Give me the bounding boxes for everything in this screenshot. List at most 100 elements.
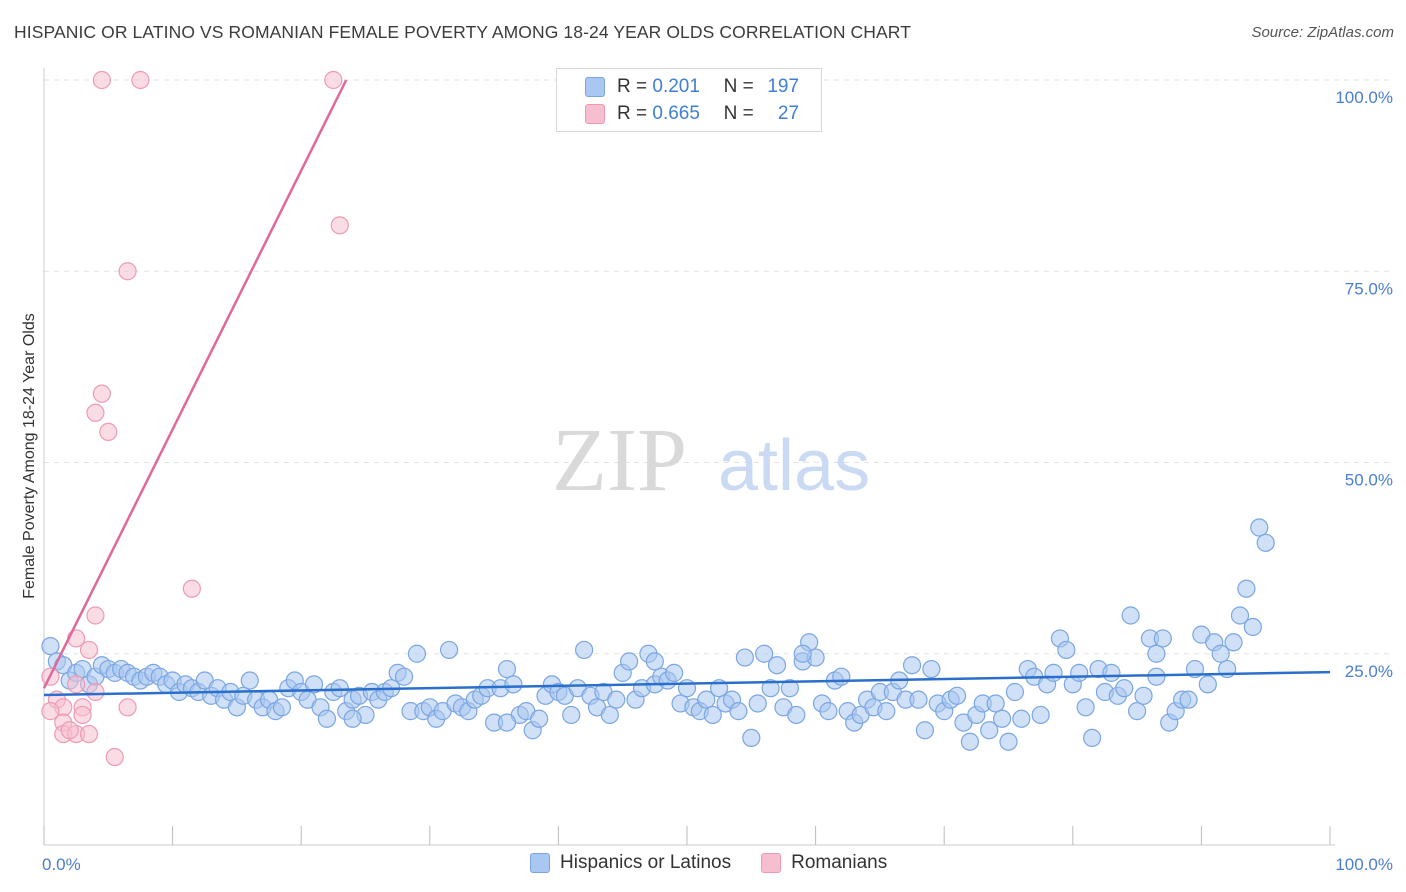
hispanics-point: [999, 732, 1018, 751]
hispanics-point: [922, 659, 941, 679]
axes: [43, 68, 1335, 846]
romanians-point: [92, 70, 111, 90]
source-label: Source: ZipAtlas.com: [1251, 24, 1394, 41]
hispanics-point: [1147, 644, 1166, 663]
legend-r-label: R =: [617, 76, 648, 97]
hispanics-point: [562, 705, 581, 725]
hispanics-point: [697, 690, 716, 709]
hispanics-point: [665, 663, 684, 682]
y-tick-label: 100.0%: [1335, 88, 1393, 107]
hispanics-point: [504, 675, 523, 694]
bottom-legend-swatch-pink: [761, 853, 782, 873]
legend-swatch-blue: [585, 77, 605, 97]
romanians-point: [330, 216, 349, 235]
bottom-legend-swatch-blue: [530, 853, 550, 873]
bottom-legend-label-hispanics: Hispanics or Latinos: [560, 852, 732, 873]
romanians-point: [73, 705, 92, 725]
hispanics-point: [394, 667, 414, 686]
hispanics-point: [793, 644, 812, 663]
hispanics-point: [1076, 698, 1095, 717]
legend-n-label: N =: [723, 103, 754, 124]
hispanics-point: [330, 679, 349, 698]
legend-r-value: 0.665: [652, 103, 700, 124]
hispanics-point: [343, 709, 362, 728]
hispanics-point: [677, 679, 697, 698]
hispanics-point: [1243, 617, 1262, 637]
hispanics-point: [986, 694, 1005, 713]
romanians-point: [118, 262, 137, 281]
hispanics-point: [947, 686, 967, 705]
hispanics-point: [317, 709, 337, 728]
hispanics-point: [1250, 518, 1269, 537]
trend-lines: [42, 79, 1331, 697]
bottom-legend-hispanics: Hispanics or Latinos: [530, 852, 731, 874]
series-romanians-points: [41, 70, 349, 767]
romanians-point: [86, 403, 105, 422]
x-tick-max-label: 100.0%: [1335, 855, 1393, 874]
romanians-point: [182, 579, 201, 598]
hispanics-point: [755, 644, 774, 663]
romanians-point: [105, 747, 124, 767]
hispanics-point: [1102, 663, 1121, 682]
hispanics-point: [735, 648, 754, 667]
romanians-point: [67, 675, 86, 694]
hispanics-point: [1057, 640, 1076, 660]
hispanics-point: [767, 656, 787, 675]
hispanics-point: [1237, 579, 1256, 598]
hispanics-point: [1115, 679, 1134, 698]
hispanics-point: [1121, 606, 1140, 625]
romanians-point: [324, 70, 343, 90]
hispanics-point: [832, 667, 851, 686]
hispanics-point: [497, 713, 517, 732]
romanians-point: [79, 640, 99, 660]
watermark: ZIP atlas: [552, 411, 870, 510]
legend-row-hispanics: R = 0.201 N = 197: [585, 74, 799, 100]
hispanics-point: [1147, 667, 1166, 686]
hispanics-point: [1031, 705, 1050, 725]
hispanics-point: [1134, 686, 1153, 705]
hispanics-point: [41, 636, 60, 656]
hispanics-point: [1127, 702, 1147, 721]
watermark-zip: ZIP: [552, 411, 687, 510]
hispanics-point: [575, 640, 594, 660]
x-tick-min-label: 0.0%: [42, 855, 81, 874]
hispanics-point: [1153, 629, 1172, 648]
hispanics-point: [909, 690, 928, 709]
watermark-atlas: atlas: [718, 426, 870, 506]
romanians-trend-line: [42, 79, 348, 689]
hispanics-point: [439, 640, 459, 660]
grid-lines: [44, 79, 1392, 655]
hispanics-point: [1230, 606, 1250, 625]
hispanics-point: [729, 702, 748, 721]
legend-box: R = 0.201 N = 197 R = 0.665 N = 27: [556, 68, 822, 132]
hispanics-point: [1179, 690, 1198, 709]
hispanics-point: [1198, 675, 1217, 694]
x-axis-ticks: [43, 826, 1331, 845]
legend-r-value: 0.201: [652, 76, 700, 97]
bottom-legend-label-romanians: Romanians: [791, 852, 888, 873]
romanians-point: [92, 384, 111, 403]
hispanics-point: [1256, 533, 1275, 552]
chart-title: HISPANIC OR LATINO VS ROMANIAN FEMALE PO…: [14, 22, 911, 42]
hispanics-point: [915, 721, 935, 740]
romanians-point: [86, 606, 105, 625]
hispanics-point: [304, 675, 324, 694]
legend-row-romanians: R = 0.665 N = 27: [585, 101, 799, 127]
hispanics-point: [1070, 663, 1089, 682]
legend-r-label: R =: [617, 103, 648, 124]
hispanics-point: [600, 705, 619, 725]
hispanics-point: [960, 732, 980, 751]
hispanics-point: [787, 705, 806, 725]
hispanics-point: [645, 652, 664, 671]
romanians-point: [99, 422, 118, 441]
romanians-point: [60, 721, 79, 740]
romanians-point: [86, 682, 105, 702]
series-hispanics-points: [41, 518, 1275, 751]
hispanics-point: [1044, 663, 1063, 682]
romanians-point: [118, 698, 137, 717]
legend-swatch-pink: [585, 104, 605, 124]
hispanics-point: [530, 709, 549, 728]
legend-n-value: 197: [767, 76, 800, 97]
y-tick-label: 75.0%: [1345, 279, 1393, 298]
y-tick-label: 50.0%: [1345, 471, 1393, 490]
